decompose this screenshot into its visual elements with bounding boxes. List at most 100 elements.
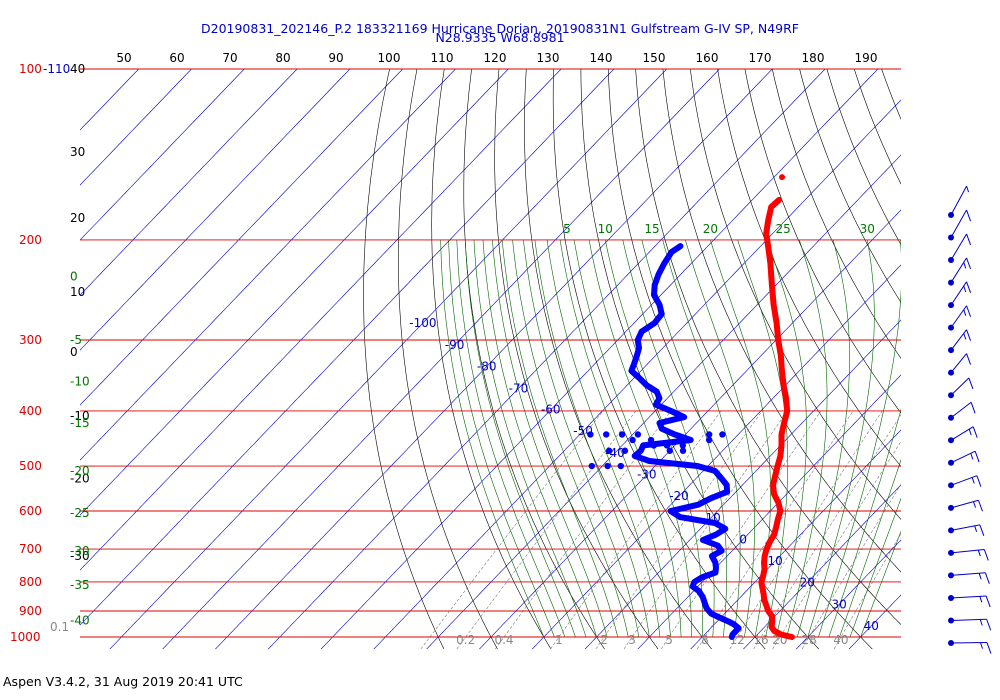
- left-scale-tick-label: 0: [70, 270, 78, 284]
- wind-barb-half-flag: [968, 428, 972, 436]
- wind-barbs: [948, 185, 992, 654]
- wind-barb-staff: [950, 281, 967, 306]
- top-axis-tick-label: 130: [537, 51, 560, 65]
- isotherm-label: 20: [800, 576, 815, 590]
- wind-barb: [948, 524, 985, 537]
- isotherm-label: -20: [669, 489, 689, 503]
- mixing-ratio-label: 8: [701, 633, 709, 647]
- isotherm-line: [426, 154, 901, 650]
- wind-barb-flag: [985, 595, 991, 608]
- dry-adiabat-line: [958, 56, 1000, 649]
- left-scale-tick-label: -30: [70, 549, 90, 563]
- mixing-ratio-label: 3: [628, 633, 636, 647]
- top-axis-tick-label: 170: [749, 51, 772, 65]
- isotherm-line: [637, 374, 901, 650]
- left-scale-tick-label: -40: [70, 613, 90, 627]
- wind-barb-half-flag: [963, 285, 967, 293]
- left-scale-tick-label: -30: [70, 544, 90, 558]
- isotherm-line: [531, 264, 901, 650]
- wind-barb-half-flag: [966, 185, 970, 193]
- dry-adiabat-line: [494, 69, 659, 650]
- isotherm-line: [848, 594, 901, 650]
- left-scale-tick-label: -10: [70, 409, 90, 423]
- dry-adiabat-line: [985, 56, 1000, 649]
- isotherm-label: 30: [832, 597, 847, 611]
- dewpoint-point: [618, 431, 626, 438]
- dewpoint-point: [603, 431, 610, 438]
- isotherm-label: 40: [864, 619, 879, 633]
- dry-adiabat-line: [524, 69, 712, 650]
- wind-barb: [948, 305, 972, 331]
- wind-barb-staff: [950, 426, 974, 441]
- mixing-ratio-label: 40: [833, 633, 848, 647]
- chart-title-line1: D20190831_202146_P.2 183321169 Hurricane…: [201, 21, 799, 36]
- wind-barb-half-flag: [963, 309, 967, 316]
- mixing-ratio-line: [550, 410, 722, 650]
- wind-barb-staff: [950, 353, 967, 374]
- wind-barb-staff: [950, 618, 987, 621]
- moist-adiabat-line: [440, 239, 545, 638]
- pressure-tick-label: 1000: [10, 630, 41, 644]
- wind-barb: [948, 475, 982, 489]
- moist-adiabat-label: 10: [598, 222, 613, 236]
- isotherm-line: [743, 484, 901, 650]
- dry-adiabat-line: [771, 69, 901, 359]
- isotherm-line: [109, 69, 668, 650]
- pressure-tick-label: 100: [19, 62, 42, 76]
- left-scale-tick-label: -25: [70, 506, 90, 520]
- mixing-ratio-line: [696, 410, 854, 650]
- mixing-ratio-label: 5: [665, 633, 673, 647]
- dewpoint-point: [621, 447, 629, 454]
- dewpoint-point: [617, 462, 625, 470]
- wind-barb-staff: [950, 305, 967, 328]
- wind-barb: [948, 257, 972, 286]
- wind-barb-staff: [950, 450, 976, 464]
- mixing-ratio-label: 0.4: [494, 633, 513, 647]
- wind-barb: [948, 426, 978, 444]
- wind-barb: [948, 548, 989, 561]
- wind-barb-flag: [966, 281, 972, 293]
- dewpoint-point: [705, 431, 713, 438]
- wind-barb: [948, 640, 992, 654]
- dewpoint-point: [588, 462, 595, 470]
- isotherm-line: [80, 69, 404, 406]
- wind-barb-staff: [950, 185, 967, 216]
- isotherm-line: [479, 209, 901, 650]
- wind-barb: [948, 377, 974, 399]
- top-axis-tick-label: 190: [855, 51, 878, 65]
- wind-barb-staff: [950, 233, 967, 261]
- dry-adiabat-line: [662, 69, 901, 573]
- moist-adiabat-label: 5: [563, 222, 571, 236]
- pressure-tick-label: 900: [19, 604, 42, 618]
- dry-adiabat-line: [607, 69, 873, 650]
- top-axis-tick-label: 100: [378, 51, 401, 65]
- wind-barb-half-flag: [979, 619, 983, 626]
- top-axis-tick-label: 60: [169, 51, 184, 65]
- wind-barb-flag: [979, 524, 985, 537]
- dewpoint-point: [705, 436, 713, 444]
- dewpoint-point: [647, 436, 655, 444]
- isotherm-line: [80, 69, 351, 351]
- moist-adiabat-line: [818, 239, 901, 638]
- wind-barb: [948, 572, 990, 584]
- isotherm-line: [373, 99, 901, 650]
- dry-adiabat-line: [398, 69, 498, 650]
- left-scale-tick-label: -20: [70, 472, 90, 486]
- top-axis-tick-label: 120: [484, 51, 507, 65]
- wind-barb: [948, 185, 970, 218]
- dewpoint-point: [634, 431, 642, 438]
- wind-barb-flag: [986, 642, 992, 654]
- wind-barb-flag: [984, 572, 990, 584]
- wind-barb-flag: [972, 426, 978, 438]
- isotherm-label: -30: [637, 468, 657, 482]
- wind-barb-flag: [977, 500, 983, 512]
- wind-barb: [948, 594, 991, 608]
- dry-adiabat-line: [363, 69, 445, 650]
- dry-adiabat-line: [881, 69, 901, 120]
- isotherm-label: 10: [767, 554, 782, 568]
- dewpoint-point: [650, 442, 657, 449]
- pressure-tick-label: 500: [19, 459, 42, 473]
- sounding-profiles: [587, 174, 795, 640]
- isotherm-line: [215, 69, 773, 650]
